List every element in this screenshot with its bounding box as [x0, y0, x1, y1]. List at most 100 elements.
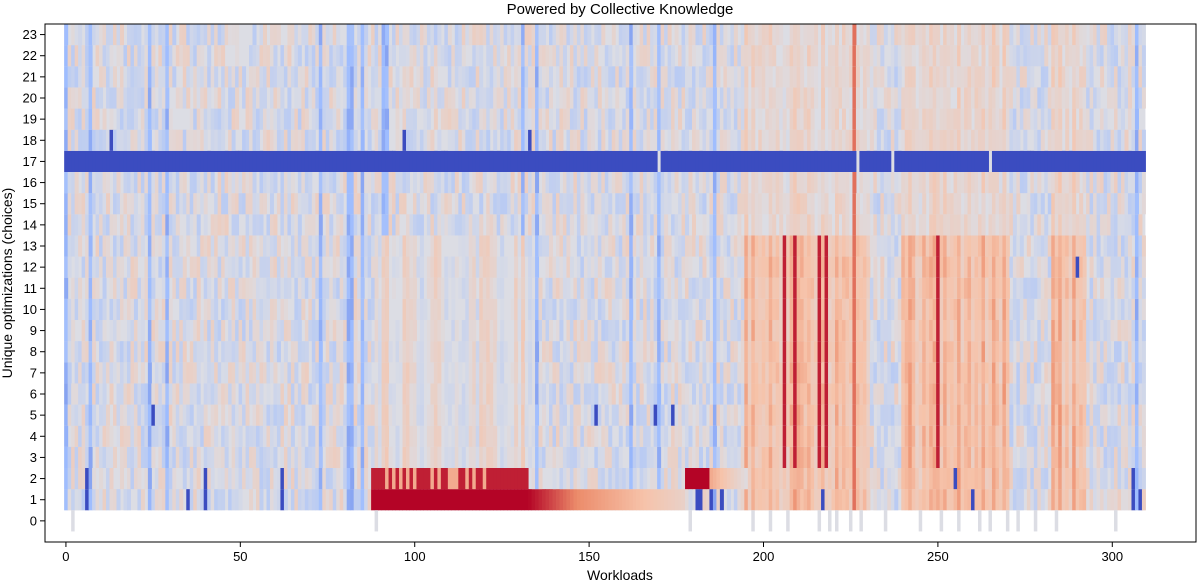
heatmap-cell	[545, 256, 550, 278]
heatmap-cell	[294, 235, 299, 257]
heatmap-cell	[1082, 362, 1087, 384]
heatmap-cell	[611, 150, 616, 172]
heatmap-cell	[821, 235, 826, 257]
heatmap-cell	[730, 341, 735, 363]
heatmap-cell	[587, 489, 592, 511]
heatmap-cell	[1079, 341, 1084, 363]
heatmap-cell	[130, 404, 135, 426]
heatmap-cell	[807, 489, 812, 511]
heatmap-cell	[915, 150, 920, 172]
heatmap-cell	[507, 172, 512, 194]
heatmap-cell	[106, 362, 111, 384]
heatmap-cell	[1019, 298, 1024, 320]
heatmap-cell	[283, 425, 288, 447]
heatmap-cell	[175, 362, 180, 384]
heatmap-cell	[102, 341, 107, 363]
heatmap-cell	[486, 425, 491, 447]
heatmap-cell	[622, 404, 627, 426]
heatmap-cell	[555, 489, 560, 511]
heatmap-cell	[681, 129, 686, 151]
heatmap-cell	[102, 235, 107, 257]
heatmap-cell	[772, 362, 777, 384]
heatmap-cell	[828, 489, 833, 511]
heatmap-cell	[796, 404, 801, 426]
heatmap-cell	[228, 404, 233, 426]
heatmap-cell	[444, 172, 449, 194]
heatmap-cell	[287, 320, 292, 342]
heatmap-cell	[1047, 193, 1052, 215]
heatmap-cell	[908, 425, 913, 447]
heatmap-cell	[294, 150, 299, 172]
heatmap-cell	[984, 235, 989, 257]
heatmap-cell	[695, 172, 700, 194]
heatmap-cell	[744, 320, 749, 342]
heatmap-cell	[862, 277, 867, 299]
heatmap-cell	[517, 172, 522, 194]
heatmap-cell	[974, 425, 979, 447]
heatmap-cell	[64, 193, 69, 215]
heatmap-cell	[137, 425, 142, 447]
heatmap-cell	[392, 235, 397, 257]
heatmap-cell	[932, 425, 937, 447]
heatmap-cell	[590, 383, 595, 405]
heatmap-cell	[158, 129, 163, 151]
heatmap-cell	[758, 404, 763, 426]
heatmap-cell	[475, 468, 480, 490]
heatmap-cell	[88, 404, 93, 426]
heatmap-cell	[385, 193, 390, 215]
heatmap-cell	[922, 425, 927, 447]
heatmap-cell	[583, 172, 588, 194]
heatmap-cell	[848, 320, 853, 342]
heatmap-cell	[751, 446, 756, 468]
heatmap-cell	[705, 235, 710, 257]
heatmap-cell	[730, 172, 735, 194]
heatmap-cell	[290, 383, 295, 405]
heatmap-cell	[573, 129, 578, 151]
heatmap-cell	[406, 404, 410, 426]
heatmap-cell	[576, 214, 581, 236]
heatmap-cell	[1079, 150, 1084, 172]
heatmap-cell	[964, 277, 969, 299]
heatmap-cell	[660, 320, 665, 342]
heatmap-cell	[545, 446, 550, 468]
heatmap-cell	[688, 256, 693, 278]
heatmap-cell	[751, 256, 756, 278]
heatmap-cell	[744, 129, 749, 151]
heatmap-cell	[99, 256, 104, 278]
heatmap-cell	[343, 404, 348, 426]
heatmap-cell	[988, 468, 993, 490]
heatmap-cell	[869, 404, 874, 426]
heatmap-cell	[740, 341, 745, 363]
heatmap-cell	[336, 150, 341, 172]
heatmap-cell	[646, 425, 651, 447]
heatmap-cell	[939, 256, 944, 278]
heatmap-cell	[479, 235, 484, 257]
heatmap-cell	[325, 193, 330, 215]
heatmap-cell	[426, 193, 431, 215]
heatmap-cell	[566, 425, 571, 447]
heatmap-cell	[269, 446, 274, 468]
heatmap-cell	[1131, 298, 1136, 320]
heatmap-cell	[646, 341, 651, 363]
heatmap-cell	[1114, 383, 1119, 405]
heatmap-cell	[705, 425, 710, 447]
heatmap-cell	[667, 341, 672, 363]
heatmap-cell	[252, 404, 257, 426]
heatmap-cell	[154, 298, 159, 320]
heatmap-cell	[559, 362, 564, 384]
heatmap-cell	[1065, 489, 1070, 511]
heatmap-cell	[674, 277, 679, 299]
heatmap-cell	[643, 341, 648, 363]
heatmap-cell	[929, 150, 934, 172]
heatmap-cell	[901, 362, 906, 384]
heatmap-cell	[705, 172, 710, 194]
heatmap-cell	[1086, 489, 1091, 511]
heatmap-cell	[615, 150, 620, 172]
heatmap-cell	[573, 468, 578, 490]
heatmap-cell	[597, 404, 602, 426]
heatmap-cell	[353, 172, 358, 194]
heatmap-cell	[852, 277, 857, 299]
heatmap-cell	[1134, 383, 1139, 405]
heatmap-cell	[1079, 320, 1084, 342]
heatmap-cell	[569, 256, 574, 278]
